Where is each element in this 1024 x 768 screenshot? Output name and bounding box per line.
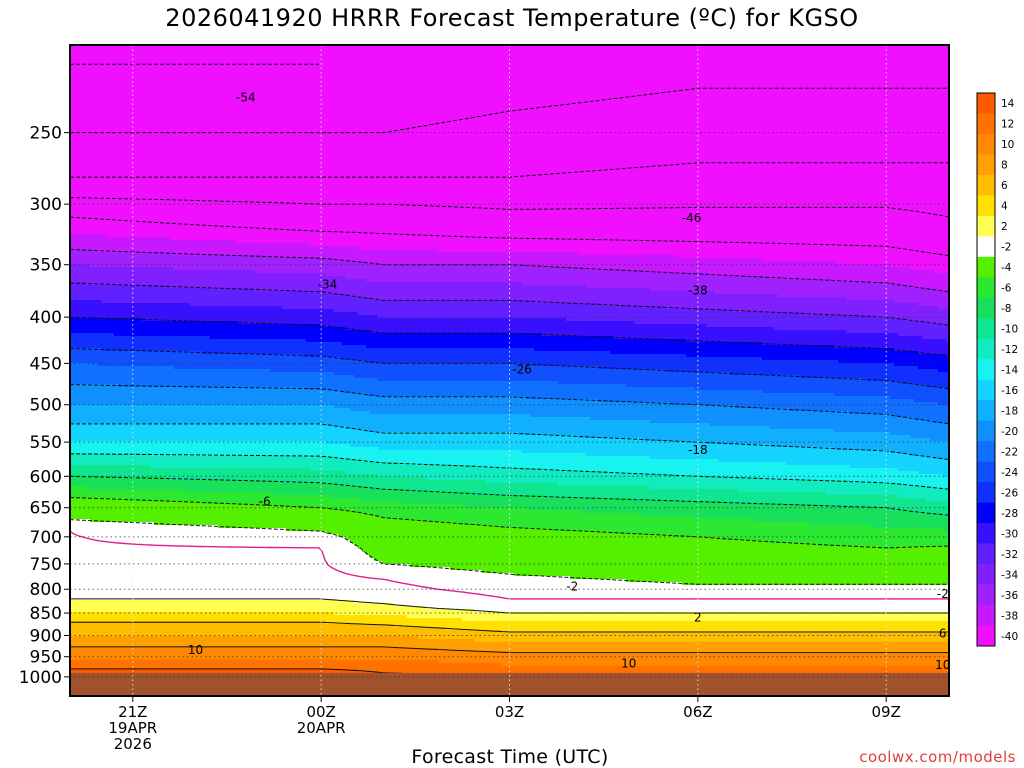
chart: -54-46-34 -38-26-18-6-2-2261010 10 2503003…	[0, 0, 1024, 768]
